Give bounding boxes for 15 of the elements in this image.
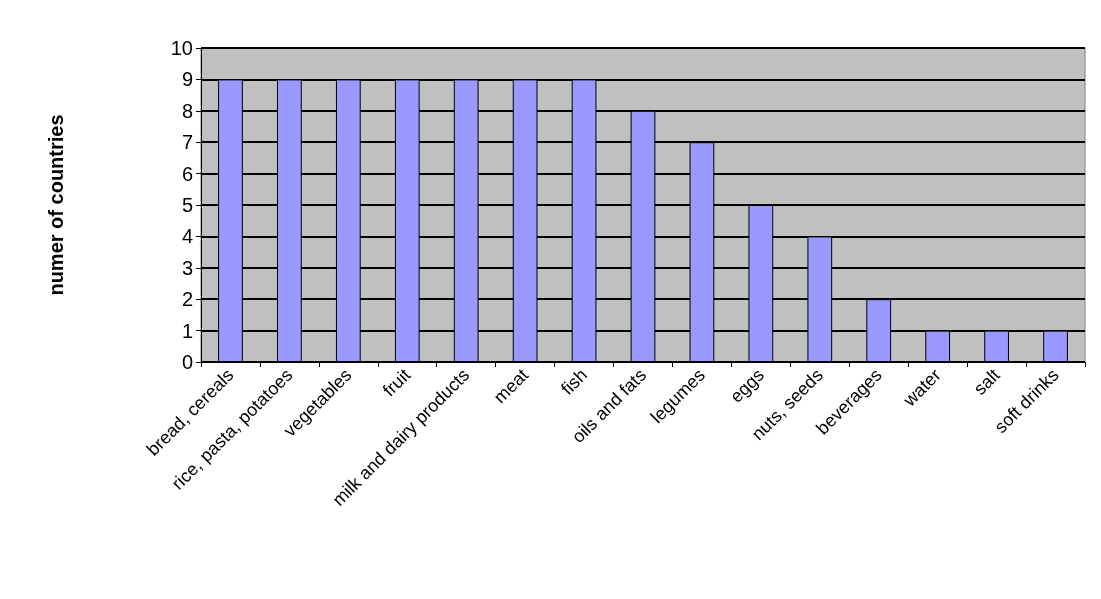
y-axis-title: numer of countries (45, 114, 67, 296)
y-tick-label: 0 (181, 351, 193, 373)
y-tick-label: 6 (181, 162, 193, 185)
x-tick-label: fish (557, 364, 592, 399)
y-tick-label: 1 (181, 319, 193, 342)
y-tick-label: 3 (181, 256, 193, 279)
y-tick-label: 7 (181, 131, 193, 154)
y-tick-label: 5 (181, 194, 193, 216)
y-tick-label: 10 (170, 37, 193, 59)
x-tick-label: salt (969, 364, 1004, 399)
x-tick-label: fruit (378, 364, 415, 401)
y-tick-label: 8 (181, 99, 193, 122)
y-tick-label: 4 (181, 225, 193, 248)
y-tick-label: 2 (181, 288, 193, 311)
y-tick-label: 9 (181, 68, 193, 91)
